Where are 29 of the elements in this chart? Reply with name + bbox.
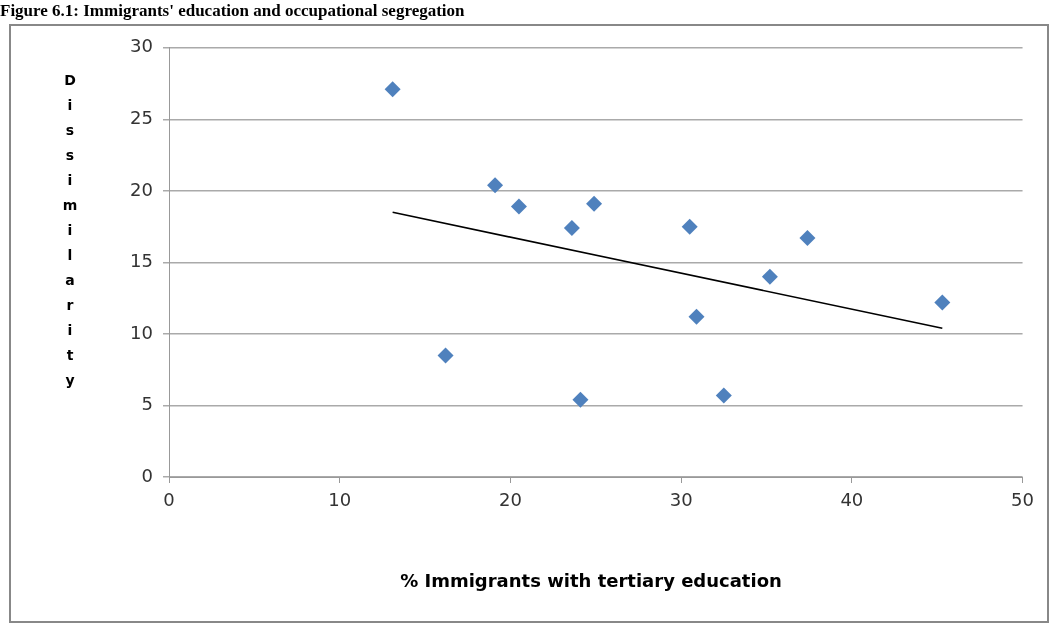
y-tick-label: 20 <box>130 178 153 200</box>
point <box>799 230 816 247</box>
x-tick-label: 10 <box>328 489 352 511</box>
point <box>934 294 951 311</box>
x-tick-label: 20 <box>498 489 522 511</box>
y-tick-label: 25 <box>130 107 153 129</box>
y-tick-label: 5 <box>141 393 153 415</box>
point <box>688 308 705 325</box>
x-axis-title: % Immigrants with tertiary education <box>399 570 783 591</box>
point <box>384 81 401 98</box>
x-tick-label: 30 <box>669 489 693 511</box>
y-tick-label: 0 <box>141 464 153 486</box>
point <box>586 195 603 212</box>
y-tick-label: 30 <box>130 35 153 57</box>
point <box>510 198 527 215</box>
chart-title: Figure 6.1: Immigrants' education and occupational segregation <box>0 1 465 21</box>
y-tick-label: 15 <box>130 250 153 272</box>
x-tick-label: 50 <box>1011 489 1034 511</box>
text: Dissimilarity <box>62 72 78 388</box>
point <box>437 347 454 364</box>
point <box>563 220 580 237</box>
point <box>572 391 589 408</box>
x-tick-label: 40 <box>840 489 864 511</box>
x-tick-label: 0 <box>163 489 175 511</box>
point <box>715 387 732 404</box>
y-tick-label: 10 <box>130 321 153 343</box>
point <box>487 177 504 194</box>
point <box>761 268 778 285</box>
point <box>681 218 698 235</box>
